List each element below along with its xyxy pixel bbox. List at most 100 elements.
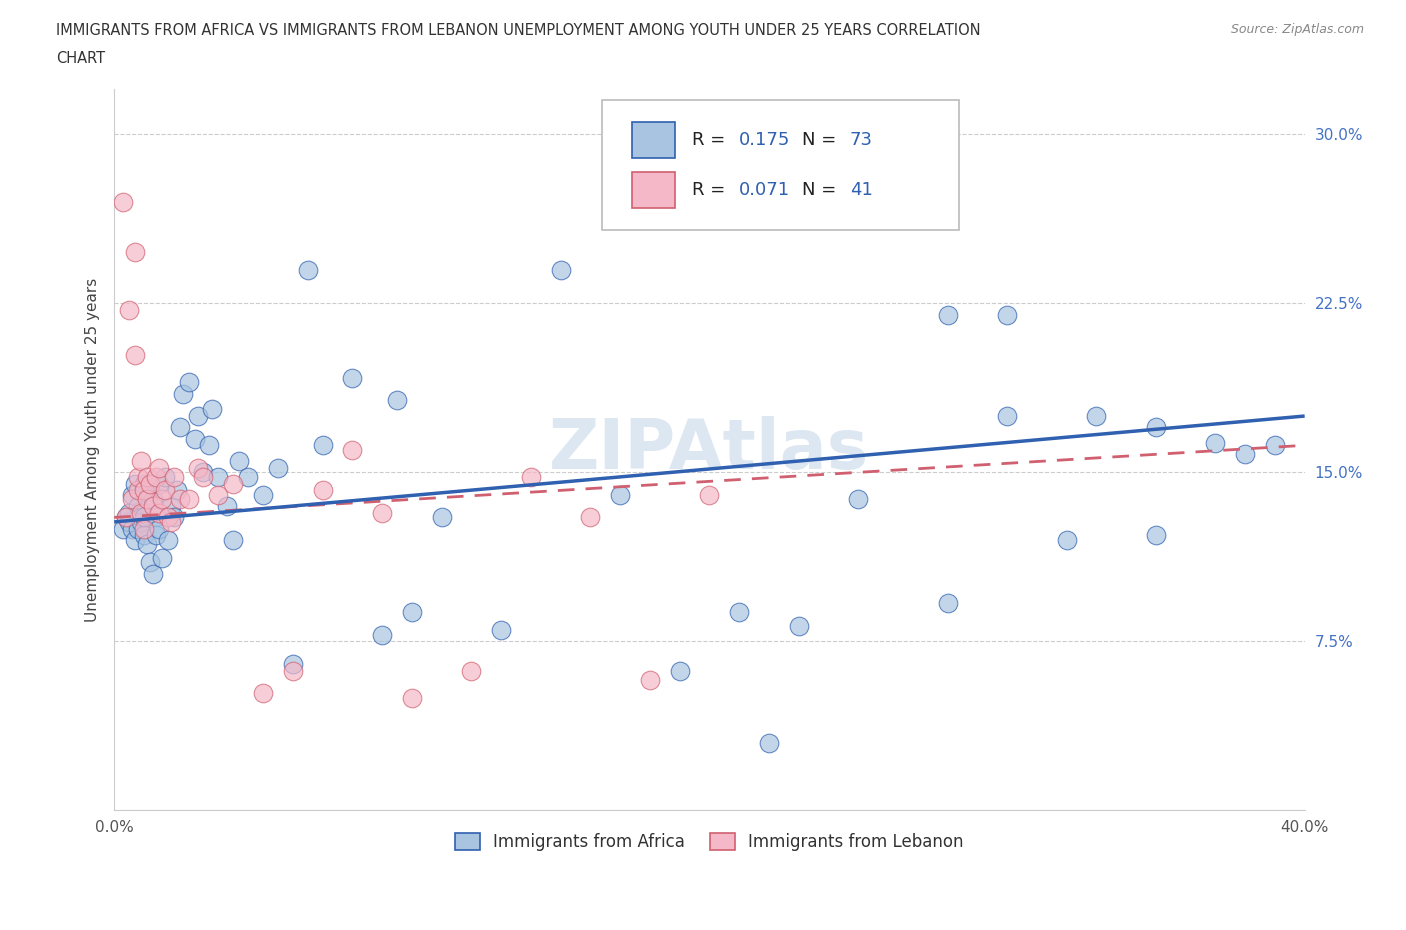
Point — [145, 470, 167, 485]
Point — [148, 460, 170, 475]
Point — [132, 476, 155, 491]
Text: CHART: CHART — [56, 51, 105, 66]
Point — [186, 460, 208, 475]
Point — [342, 443, 364, 458]
Point — [281, 663, 304, 678]
Text: Source: ZipAtlas.com: Source: ZipAtlas.com — [1230, 23, 1364, 36]
Point — [163, 510, 186, 525]
Point — [132, 528, 155, 543]
Point — [1144, 419, 1167, 434]
Point — [150, 492, 173, 507]
Point — [118, 506, 141, 521]
Text: 73: 73 — [849, 131, 873, 149]
Point — [193, 470, 215, 485]
Point — [177, 492, 200, 507]
Point — [252, 685, 274, 700]
Point — [579, 510, 602, 525]
Point — [217, 498, 239, 513]
Point — [401, 604, 423, 619]
Point — [995, 408, 1018, 423]
Point — [342, 370, 364, 385]
Point — [1264, 438, 1286, 453]
Point — [169, 419, 191, 434]
Point — [135, 470, 157, 485]
Point — [267, 460, 290, 475]
Point — [135, 492, 157, 507]
Point — [936, 307, 959, 322]
Point — [112, 521, 135, 536]
Legend: Immigrants from Africa, Immigrants from Lebanon: Immigrants from Africa, Immigrants from … — [447, 825, 973, 859]
Point — [166, 483, 188, 498]
Point — [118, 303, 141, 318]
Point — [115, 510, 138, 525]
Point — [139, 483, 162, 498]
Point — [668, 663, 690, 678]
Point — [311, 483, 333, 498]
Text: IMMIGRANTS FROM AFRICA VS IMMIGRANTS FROM LEBANON UNEMPLOYMENT AMONG YOUTH UNDER: IMMIGRANTS FROM AFRICA VS IMMIGRANTS FRO… — [56, 23, 981, 38]
Point — [156, 533, 179, 548]
Point — [148, 476, 170, 491]
Point — [201, 402, 224, 417]
Point — [150, 551, 173, 565]
Point — [228, 454, 250, 469]
FancyBboxPatch shape — [602, 100, 959, 230]
Point — [236, 470, 259, 485]
Point — [132, 521, 155, 536]
Point — [153, 470, 176, 485]
Point — [297, 262, 319, 277]
Point — [142, 566, 165, 581]
Point — [1056, 533, 1078, 548]
Point — [139, 555, 162, 570]
FancyBboxPatch shape — [633, 172, 675, 208]
Point — [193, 465, 215, 480]
Point — [142, 492, 165, 507]
Point — [159, 498, 181, 513]
Text: 0.175: 0.175 — [740, 131, 790, 149]
Point — [1085, 408, 1108, 423]
Point — [1234, 447, 1257, 462]
Point — [728, 604, 751, 619]
Point — [183, 432, 205, 446]
Point — [127, 521, 149, 536]
Point — [385, 392, 408, 407]
Point — [129, 506, 152, 521]
Point — [1204, 435, 1226, 450]
Point — [139, 476, 162, 491]
Point — [129, 510, 152, 525]
Point — [112, 194, 135, 209]
Point — [132, 510, 155, 525]
Point — [609, 487, 631, 502]
Point — [129, 454, 152, 469]
Point — [207, 487, 229, 502]
Point — [460, 663, 482, 678]
Text: 41: 41 — [849, 181, 873, 199]
Point — [177, 375, 200, 390]
Point — [115, 510, 138, 525]
Point — [758, 736, 780, 751]
Point — [124, 533, 146, 548]
Point — [159, 514, 181, 529]
Point — [156, 510, 179, 525]
Point — [127, 483, 149, 498]
Point — [846, 492, 869, 507]
Point — [198, 438, 221, 453]
Point — [148, 506, 170, 521]
FancyBboxPatch shape — [633, 122, 675, 158]
Point — [132, 483, 155, 498]
Point — [121, 487, 143, 502]
Point — [145, 528, 167, 543]
Point — [169, 492, 191, 507]
Point — [172, 386, 194, 401]
Point — [135, 537, 157, 551]
Point — [281, 657, 304, 671]
Point — [186, 408, 208, 423]
Point — [995, 307, 1018, 322]
Point — [371, 506, 394, 521]
Point — [222, 533, 245, 548]
Text: R =: R = — [692, 181, 731, 199]
Point — [145, 510, 167, 525]
Point — [129, 514, 152, 529]
Point — [638, 672, 661, 687]
Text: N =: N = — [803, 131, 842, 149]
Point — [550, 262, 572, 277]
